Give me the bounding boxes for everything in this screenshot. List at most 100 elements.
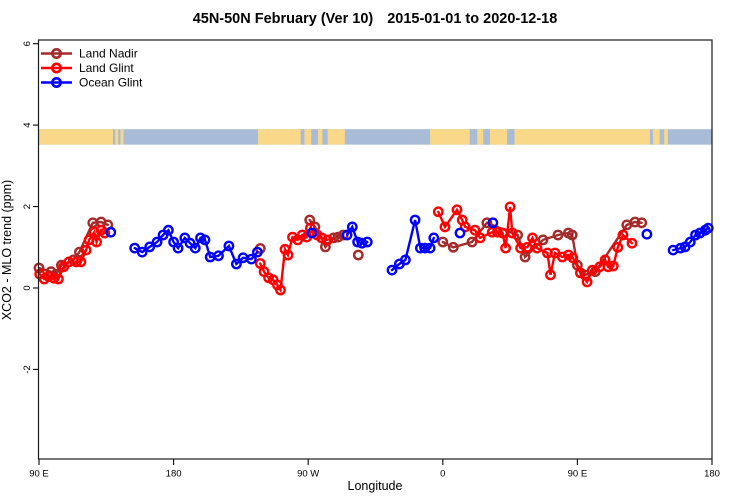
legend-label: Land Nadir [79, 47, 138, 61]
data-point [437, 236, 449, 248]
data-point [43, 271, 55, 282]
data-point [341, 229, 353, 241]
data-point [53, 273, 64, 285]
data-point [432, 206, 444, 218]
data-point [459, 221, 471, 233]
data-point [304, 222, 316, 234]
data-point [275, 284, 286, 296]
data-point [189, 242, 201, 254]
data-point [626, 237, 638, 249]
map-strip-inland-water [322, 129, 328, 145]
data-point [105, 226, 117, 238]
data-point [552, 229, 564, 241]
data-point [454, 227, 466, 239]
data-point [346, 221, 358, 233]
data-point [575, 267, 586, 279]
map-strip-land [652, 129, 660, 145]
data-point [144, 241, 156, 253]
x-tick-label: 90 E [29, 469, 49, 480]
data-point [487, 217, 499, 229]
data-point [566, 229, 578, 241]
y-axis-title: XCO2 - MLO trend (ppm) [0, 180, 14, 320]
data-point [497, 227, 508, 239]
x-tick-label: 0 [440, 469, 445, 480]
data-point [617, 229, 629, 241]
legend-marker [50, 47, 62, 59]
data-point [694, 227, 706, 239]
data-point [328, 232, 339, 244]
data-point [636, 217, 648, 229]
map-strip-inland-water [300, 129, 305, 145]
chart-title-range: 45N-50N February (Ver 10) [193, 11, 374, 27]
data-point [419, 242, 431, 254]
data-point [545, 269, 556, 281]
legend-item: Land Glint [41, 61, 134, 75]
x-tick-label: 90 E [568, 469, 588, 480]
map-strip-land [39, 129, 114, 145]
data-point [71, 256, 82, 268]
map-strip-inland-water [507, 129, 515, 145]
data-point [316, 232, 328, 244]
data-point [386, 264, 398, 276]
x-tick-label: 90 W [297, 469, 319, 480]
data-point [75, 256, 87, 268]
data-point [99, 227, 111, 239]
data-point [447, 241, 459, 253]
data-point [641, 228, 653, 240]
y-tick-label: 0 [22, 285, 33, 290]
data-point [474, 232, 486, 244]
data-point [251, 246, 263, 258]
legend-marker [50, 77, 62, 89]
data-point [136, 246, 148, 258]
data-point [80, 244, 92, 256]
map-strip-inland-water [469, 129, 478, 145]
data-series-layer [33, 201, 714, 296]
y-tick-label: 2 [22, 204, 33, 209]
map-strip-inland-water [311, 129, 318, 145]
legend-label: Ocean Glint [79, 76, 143, 90]
data-point [531, 242, 543, 254]
map-strip-land [120, 129, 124, 145]
map-strip-land [664, 129, 668, 145]
data-point [245, 253, 257, 265]
data-point [469, 224, 481, 236]
data-point [602, 261, 614, 273]
data-point [491, 226, 503, 238]
data-point [254, 258, 266, 269]
plot-border [37, 39, 713, 460]
data-point [439, 221, 451, 233]
data-point [361, 236, 373, 248]
data-point [521, 241, 533, 253]
data-point [451, 204, 463, 216]
data-point [424, 242, 436, 254]
data-point [48, 272, 60, 284]
legend-label: Land Glint [79, 61, 134, 75]
data-point [306, 227, 318, 239]
data-point [466, 236, 478, 248]
axes-layer: 90 E 180 90 W 0 90 E 180 6 4 2 0 -2 [22, 41, 720, 479]
data-point [537, 234, 549, 246]
data-point [179, 232, 191, 244]
data-point [557, 251, 568, 263]
data-point [356, 237, 368, 249]
data-point [399, 254, 411, 266]
data-point [675, 242, 686, 254]
data-point [684, 236, 696, 248]
data-point [199, 234, 211, 246]
legend-item: Ocean Glint [41, 76, 143, 90]
data-point [500, 242, 511, 254]
data-point [612, 241, 624, 253]
x-axis-title: Longitude [348, 479, 403, 493]
y-tick-label: 6 [22, 41, 33, 46]
x-tick-label: 180 [704, 469, 720, 480]
map-strip-land [430, 129, 650, 145]
data-point [322, 234, 333, 246]
data-point [162, 224, 174, 236]
map-strip-land [115, 129, 119, 145]
data-point [230, 258, 242, 270]
data-point [506, 227, 518, 239]
data-point [515, 242, 526, 254]
